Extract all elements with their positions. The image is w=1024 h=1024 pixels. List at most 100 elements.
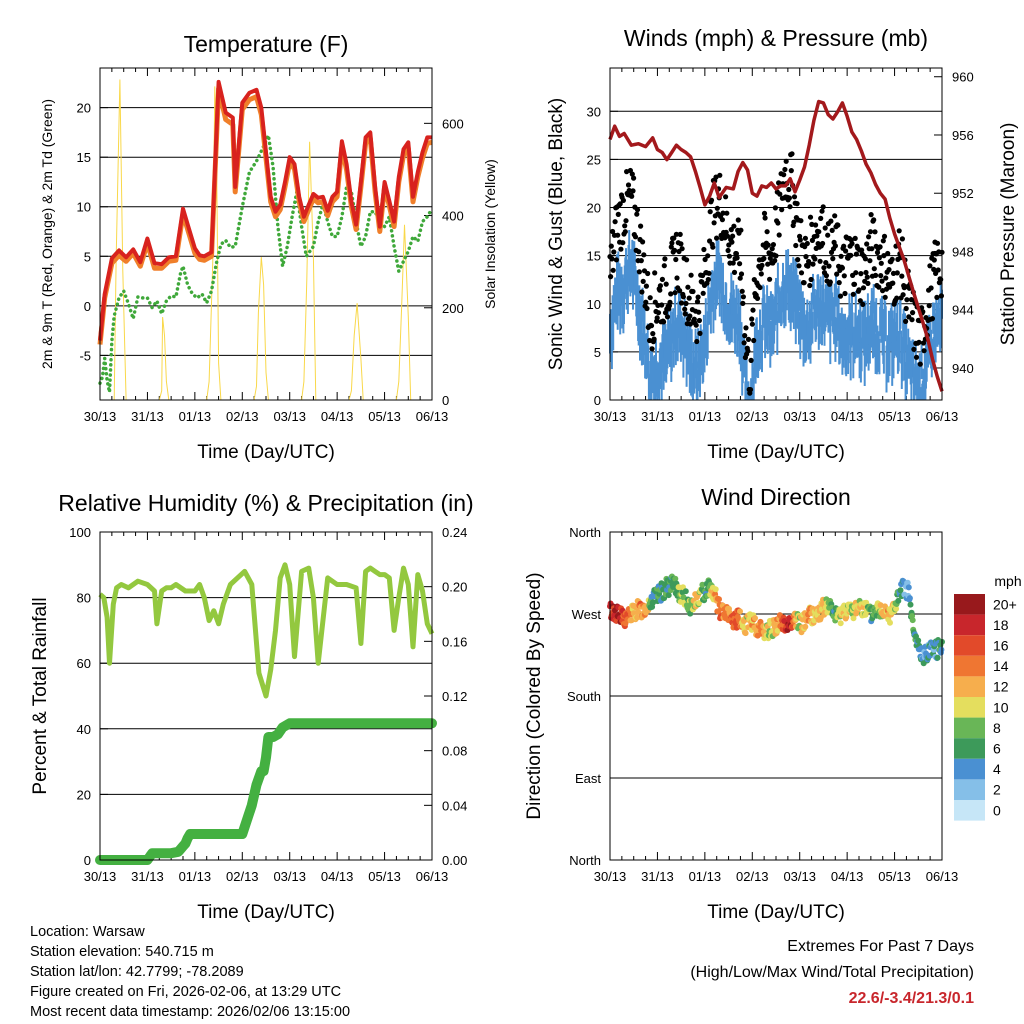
gust-point [938,293,945,299]
direction-point [905,584,912,591]
wind-xtick-label: 02/13 [736,409,769,424]
gust-point [852,235,858,241]
gust-point [872,229,878,235]
gust-point [682,306,688,312]
wdir-ytick-label: South [567,689,601,704]
direction-point [634,614,641,621]
gust-point [707,209,713,215]
gust-point [820,240,826,247]
gust-point [767,255,773,261]
gust-point [871,217,877,223]
direction-point [716,596,722,603]
rh-xtick-label: 30/13 [84,869,117,884]
gust-point [860,285,867,291]
rh-ytick-right-label: 0.08 [442,744,467,759]
gust-point [916,339,922,345]
gust-point [773,253,779,259]
gust-point [615,211,621,217]
gust-point [775,220,781,226]
wind-ytick-label: 5 [594,345,601,360]
gust-point [849,241,855,247]
gust-point [767,276,773,282]
gust-point [772,205,779,211]
wind-ytick-label: 20 [587,201,601,216]
gust-point [678,241,684,247]
gust-point [643,283,650,289]
colorbar-swatch [954,635,985,656]
gust-point [618,246,624,252]
gust-point [636,269,643,275]
gust-point [636,249,642,255]
gust-point [687,313,693,319]
gust-point [629,171,635,177]
temp-xtick-label: 05/13 [368,409,401,424]
gust-point [688,272,694,278]
gust-point [859,247,865,253]
gust-point [818,215,824,221]
gust-point [759,262,765,268]
wdir-xtick-label: 31/13 [641,869,674,884]
gust-point [679,246,685,252]
gust-point [611,249,617,255]
gust-point [812,256,818,262]
gust-point [757,284,763,291]
gust-point [617,201,623,207]
gust-point [724,210,730,216]
gust-point [750,307,756,313]
direction-point [635,609,642,615]
extremes-values: 22.6/-3.4/21.3/0.1 [848,990,974,1007]
gust-point [644,305,650,312]
wdir-ytick-label: North [569,853,601,868]
rh-ytick-right-label: 0.12 [442,689,467,704]
gust-point [626,187,632,194]
gust-point [795,257,801,263]
temp-frame [99,67,433,401]
gust-point [834,271,840,277]
wdir-xtick-label: 06/13 [926,869,959,884]
gust-point [786,186,792,193]
gust-point [829,227,835,233]
temp-xlabel: Time (Day/UTC) [197,442,335,463]
gust-point [672,290,678,296]
gust-point [927,263,933,269]
gust-point [686,295,692,301]
wind-ytick-right-label: 960 [952,70,974,85]
wind-panel: Winds (mph) & Pressure (mb) Time (Day/UTC… [546,25,1019,463]
rh-ytick-right-label: 0.04 [442,798,467,813]
gust-point [765,242,771,248]
gust-point [911,346,917,352]
wind-ytick-label: 10 [587,297,601,312]
gust-point [652,270,658,276]
gust-series [607,151,945,396]
rh-title: Relative Humidity (%) & Precipitation (i… [58,490,473,516]
wind-xtick-label: 05/13 [878,409,911,424]
gust-point [749,321,756,327]
gust-point [802,235,809,241]
gust-point [863,269,869,276]
direction-point [887,619,893,626]
gust-point [729,239,735,245]
wind-ytick-label: 25 [587,152,601,167]
direction-series [607,573,945,667]
gust-point [877,244,883,250]
gust-point [694,338,700,345]
created-text: Figure created on Fri, 2026-02-06, at 13… [30,984,342,1000]
temp-title: Temperature (F) [184,31,349,57]
gust-point [921,348,927,354]
direction-point [802,623,809,630]
gust-point [608,274,614,280]
gust-point [830,256,836,262]
gust-point [734,255,740,261]
gust-point [638,258,644,264]
gust-point [828,218,834,224]
gust-point [622,223,628,229]
gust-point [655,302,661,308]
latlon-text: Station lat/lon: 42.7799; -78.2089 [30,964,244,980]
gust-point [926,303,932,309]
gust-point [711,220,717,226]
colorbar-swatch [954,655,985,677]
gust-point [808,276,814,283]
colorbar-label: 2 [993,782,1001,798]
gust-point [889,256,895,262]
gust-point [751,337,757,344]
